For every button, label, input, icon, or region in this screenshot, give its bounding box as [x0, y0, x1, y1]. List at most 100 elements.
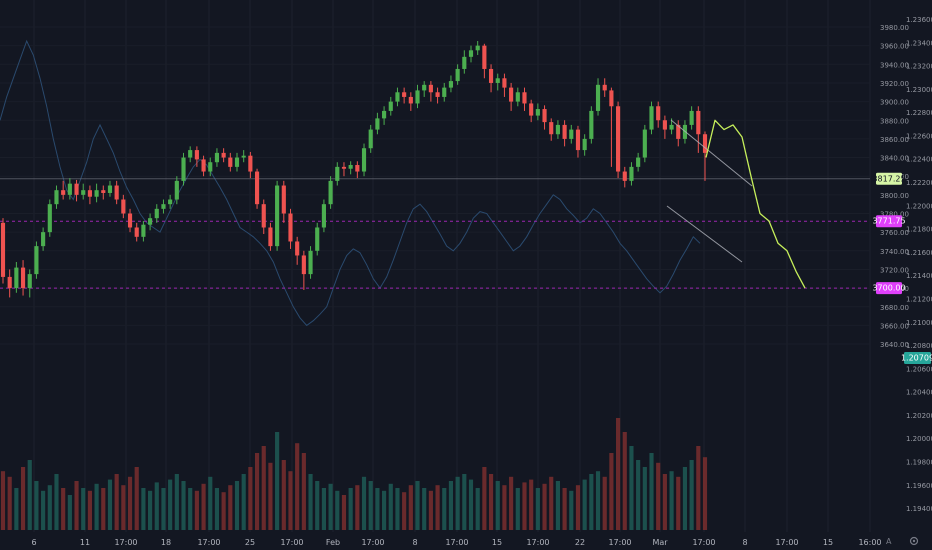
time-axis-tick: 17:00: [280, 538, 303, 547]
right-axis-tick: 1.20400: [906, 389, 932, 397]
right-axis-tick: 1.21800: [906, 226, 932, 234]
candle-body: [288, 213, 293, 242]
channel-lower-line[interactable]: [666, 205, 743, 263]
candle-body: [616, 106, 621, 172]
volume-bar: [47, 485, 52, 530]
candle-body: [629, 166, 634, 181]
candle-body: [669, 124, 674, 130]
candle-body: [335, 166, 340, 181]
candle: [188, 146, 193, 163]
candle: [662, 115, 667, 139]
volume-bar: [676, 476, 681, 530]
candle-body: [268, 227, 273, 247]
candle-body: [107, 185, 113, 193]
candle-body: [114, 185, 119, 200]
candle-body: [382, 110, 387, 119]
candle: [361, 143, 367, 177]
volume-bar: [67, 495, 72, 530]
candle: [555, 120, 560, 139]
right-axis-tick: 1.23000: [906, 86, 932, 94]
candle: [355, 161, 360, 179]
candle: [529, 99, 534, 123]
candle: [442, 82, 447, 102]
projection-line[interactable]: [705, 119, 806, 289]
candle: [295, 236, 300, 265]
candle: [228, 152, 233, 172]
candle-body: [649, 106, 654, 130]
candle: [649, 101, 654, 135]
candle-body: [254, 171, 260, 205]
volume-bar: [188, 488, 193, 530]
volume-bar: [428, 490, 433, 530]
left-axis-tick: 3860.00: [880, 136, 909, 144]
left-axis-tick: 3880.00: [880, 117, 909, 125]
candle: [589, 106, 594, 144]
candle-body: [134, 227, 139, 237]
candle: [448, 75, 454, 93]
candle-body: [141, 224, 146, 237]
candle: [321, 199, 326, 233]
channel-upper-line[interactable]: [670, 119, 753, 187]
candle: [61, 180, 66, 200]
time-axis-tick: Feb: [326, 538, 340, 547]
candle-body: [194, 150, 199, 160]
candle-body: [422, 84, 427, 91]
candle: [582, 134, 587, 156]
candle: [509, 82, 514, 111]
auto-scale-button[interactable]: A: [886, 537, 892, 546]
settings-icon[interactable]: [909, 536, 919, 546]
candle: [388, 96, 393, 116]
volume-bar: [20, 467, 26, 530]
candle-body: [301, 255, 306, 275]
volume-bar: [208, 476, 213, 530]
volume-bar: [7, 476, 12, 530]
volume-bar: [54, 474, 59, 530]
candle-body: [20, 267, 26, 289]
descending-channel[interactable]: [666, 119, 753, 263]
volume-bar: [402, 492, 407, 530]
candle: [676, 120, 681, 147]
volume-bar: [41, 490, 46, 530]
candle-body: [602, 84, 607, 91]
candle: [475, 40, 480, 55]
candle-body: [121, 199, 126, 214]
volume-bar: [194, 490, 199, 530]
candle: [241, 150, 246, 163]
candle-body: [562, 124, 567, 139]
time-axis-tick: Mar: [652, 538, 668, 547]
price-axis-label: 1.20709: [901, 352, 932, 364]
right-axis-tick: 1.22600: [906, 132, 932, 140]
time-axis-tick: 8: [412, 538, 417, 547]
projection-path[interactable]: [705, 119, 806, 289]
candle-body: [214, 152, 220, 163]
candle-body: [462, 56, 467, 69]
candle: [27, 269, 32, 298]
candle: [275, 180, 280, 251]
volume-bar: [234, 481, 240, 530]
candle-body: [555, 124, 560, 135]
right-axis-tick: 1.22800: [906, 109, 932, 117]
candle-body: [488, 68, 494, 83]
volume-bar: [388, 483, 393, 530]
left-axis-tick: 3980.00: [880, 24, 909, 32]
candle: [542, 105, 547, 130]
candle: [20, 260, 26, 296]
time-axis[interactable]: 6 11 17:00 18 17:00 25 17:00 Feb 17:00 8 17:00 15 17…: [31, 538, 881, 547]
axis-corner-controls[interactable]: A: [886, 536, 919, 546]
candle-body: [34, 246, 39, 275]
volume-bars: [0, 418, 708, 530]
candle: [335, 162, 340, 186]
horizontal-levels[interactable]: [0, 178, 870, 289]
volume-bar: [602, 476, 607, 530]
candle: [502, 73, 507, 97]
candle-body: [81, 190, 86, 195]
right-price-axis[interactable]: 1.23600 1.23400 1.23200 1.23000 1.22800 1.226…: [906, 16, 932, 513]
candle-body: [54, 190, 59, 205]
volume-bar: [174, 474, 179, 530]
volume-bar: [321, 488, 326, 530]
time-axis-tick: 17:00: [608, 538, 631, 547]
volume-bar: [408, 485, 413, 530]
volume-bar: [107, 479, 113, 530]
volume-bar: [27, 460, 32, 530]
